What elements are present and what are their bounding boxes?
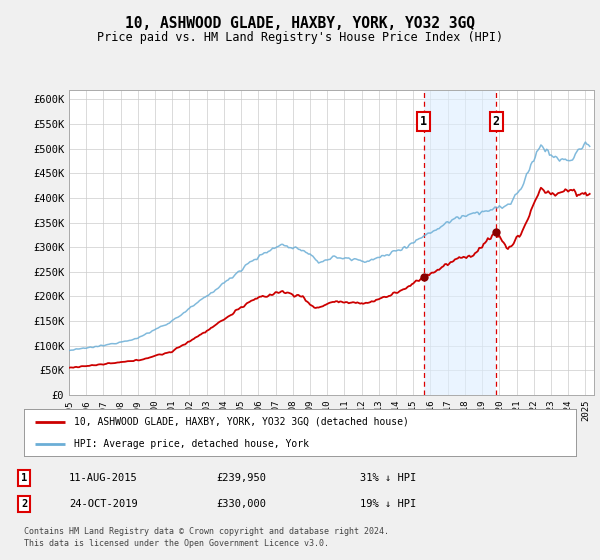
Text: 11-AUG-2015: 11-AUG-2015 [69, 473, 138, 483]
Text: 2: 2 [493, 115, 500, 128]
Text: 1: 1 [21, 473, 27, 483]
Text: 31% ↓ HPI: 31% ↓ HPI [360, 473, 416, 483]
Text: 10, ASHWOOD GLADE, HAXBY, YORK, YO32 3GQ (detached house): 10, ASHWOOD GLADE, HAXBY, YORK, YO32 3GQ… [74, 417, 409, 427]
Text: £239,950: £239,950 [216, 473, 266, 483]
Text: 2: 2 [21, 499, 27, 509]
Text: 1: 1 [420, 115, 427, 128]
Bar [424, 90, 496, 395]
Text: 10, ASHWOOD GLADE, HAXBY, YORK, YO32 3GQ: 10, ASHWOOD GLADE, HAXBY, YORK, YO32 3GQ [125, 16, 475, 31]
Text: 24-OCT-2019: 24-OCT-2019 [69, 499, 138, 509]
Text: £330,000: £330,000 [216, 499, 266, 509]
Text: Price paid vs. HM Land Registry's House Price Index (HPI): Price paid vs. HM Land Registry's House … [97, 31, 503, 44]
Text: HPI: Average price, detached house, York: HPI: Average price, detached house, York [74, 438, 308, 449]
Text: Contains HM Land Registry data © Crown copyright and database right 2024.
This d: Contains HM Land Registry data © Crown c… [24, 527, 389, 548]
Text: 19% ↓ HPI: 19% ↓ HPI [360, 499, 416, 509]
